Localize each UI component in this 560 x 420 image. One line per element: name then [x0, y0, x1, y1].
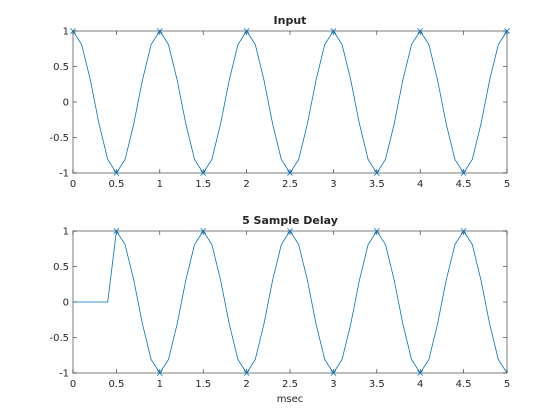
chart-title: 5 Sample Delay — [242, 214, 338, 227]
data-point-marker — [460, 228, 467, 234]
data-point-marker-stroke — [330, 28, 337, 34]
x-tick-label: 3 — [330, 379, 336, 390]
data-point-marker-stroke — [70, 28, 76, 34]
data-point-marker-stroke — [287, 170, 293, 176]
axes-box — [72, 30, 508, 174]
data-point-marker-stroke — [417, 370, 424, 376]
x-tick-label: 5 — [504, 179, 510, 190]
subplot-input: Input 0 0.5 1 1.5 2 2.5 3 3.5 4 4.5 5 -1 -0.5 0 0.5 1 — [49, 14, 510, 190]
x-tick-label: 5 — [504, 379, 510, 390]
data-point-marker — [113, 228, 120, 234]
data-point-marker — [200, 228, 207, 234]
data-point-marker-stroke — [113, 228, 120, 234]
data-point-marker-stroke — [460, 170, 467, 176]
x-tick-label: 4 — [417, 379, 423, 390]
data-point-marker-stroke — [156, 370, 163, 376]
x-axis-label: msec — [277, 394, 304, 405]
x-tick-label: 3 — [330, 179, 336, 190]
x-tick-label: 4.5 — [456, 379, 472, 390]
data-point-marker — [373, 170, 380, 176]
x-tick-label: 2.5 — [282, 179, 298, 190]
y-tick-label: -1 — [59, 369, 69, 380]
x-tick-label: 4.5 — [456, 179, 472, 190]
data-point-marker — [243, 370, 250, 376]
axes-box — [72, 230, 508, 374]
x-tick-label: 3.5 — [369, 379, 385, 390]
x-tick-label: 1 — [157, 179, 163, 190]
y-tick-label: -0.5 — [49, 333, 69, 344]
data-point-marker-stroke — [200, 228, 207, 234]
x-tick-label: 4 — [417, 179, 423, 190]
data-point-marker — [113, 170, 120, 176]
x-tick-label: 2 — [243, 179, 249, 190]
data-point-marker-stroke — [373, 170, 380, 176]
y-tick-label: 0 — [63, 298, 69, 309]
x-tick-label: 0 — [70, 179, 76, 190]
data-point-marker — [287, 228, 293, 234]
y-tick-label: 1 — [63, 27, 69, 38]
data-point-marker — [330, 28, 337, 34]
data-point-marker-stroke — [243, 370, 250, 376]
y-tick-label: 0.5 — [53, 262, 69, 273]
data-point-marker-stroke — [287, 228, 293, 234]
data-point-marker — [156, 28, 163, 34]
data-point-marker — [287, 170, 293, 176]
data-point-marker — [70, 28, 76, 34]
data-point-marker — [460, 170, 467, 176]
data-point-marker-stroke — [417, 28, 424, 34]
data-point-marker — [243, 28, 250, 34]
data-point-marker-stroke — [113, 170, 120, 176]
data-point-marker — [156, 370, 163, 376]
subplot-5-sample-delay: 5 Sample Delay msec 0 0.5 1 1.5 2 2.5 3 3.5 4 4.5… — [49, 214, 510, 405]
chart-title: Input — [274, 14, 307, 27]
x-tick-label: 1.5 — [195, 179, 211, 190]
data-point-marker-stroke — [504, 28, 510, 34]
data-point-marker-stroke — [330, 370, 337, 376]
data-point-marker — [373, 228, 380, 234]
x-tick-label: 2 — [243, 379, 249, 390]
y-tick-label: -0.5 — [49, 133, 69, 144]
x-tick-label: 0 — [70, 379, 76, 390]
x-tick-label: 1.5 — [195, 379, 211, 390]
data-point-marker-stroke — [243, 28, 250, 34]
x-tick-label: 2.5 — [282, 379, 298, 390]
data-point-marker-stroke — [373, 228, 380, 234]
y-tick-label: -1 — [59, 169, 69, 180]
data-point-marker-stroke — [156, 28, 163, 34]
y-tick-label: 1 — [63, 227, 69, 238]
y-tick-label: 0 — [63, 98, 69, 109]
data-point-marker — [504, 28, 510, 34]
data-point-marker-stroke — [200, 170, 207, 176]
data-point-marker-stroke — [460, 228, 467, 234]
data-point-marker — [200, 170, 207, 176]
x-tick-label: 1 — [157, 379, 163, 390]
x-tick-label: 0.5 — [108, 379, 124, 390]
x-tick-label: 3.5 — [369, 179, 385, 190]
y-tick-label: 0.5 — [53, 62, 69, 73]
data-point-marker — [417, 370, 424, 376]
x-tick-label: 0.5 — [108, 179, 124, 190]
data-point-marker — [330, 370, 337, 376]
data-point-marker — [417, 28, 424, 34]
